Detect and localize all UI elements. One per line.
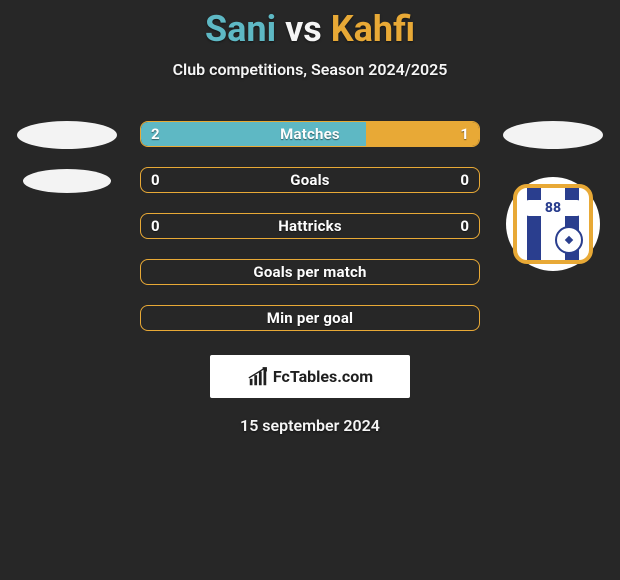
snapshot-date: 15 september 2024 bbox=[0, 416, 620, 435]
attribution-text: FcTables.com bbox=[273, 367, 373, 386]
stat-value-p1: 2 bbox=[151, 122, 160, 146]
badge-ball-icon bbox=[555, 226, 583, 254]
player2-column: 88 bbox=[498, 121, 608, 271]
title-vs: vs bbox=[285, 8, 322, 50]
stat-row: 21Matches bbox=[140, 121, 480, 147]
player2-name: Kahfi bbox=[331, 8, 415, 50]
stat-label: Goals per match bbox=[141, 260, 479, 284]
badge-stripe bbox=[527, 188, 541, 260]
player1-column bbox=[12, 121, 122, 193]
player1-club-placeholder bbox=[23, 169, 111, 193]
page-title: Sani vs Kahfi bbox=[0, 0, 620, 50]
subtitle: Club competitions, Season 2024/2025 bbox=[0, 60, 620, 79]
player2-club-badge: 88 bbox=[506, 177, 600, 271]
stat-segment-p1 bbox=[141, 122, 366, 146]
player1-avatar-placeholder bbox=[17, 121, 117, 149]
stat-row: Goals per match bbox=[140, 259, 480, 285]
player2-avatar-placeholder bbox=[503, 121, 603, 149]
attribution-badge: FcTables.com bbox=[210, 355, 410, 398]
chart-icon bbox=[247, 366, 269, 388]
stat-bars: 21Matches00Goals00HattricksGoals per mat… bbox=[140, 121, 480, 331]
stat-label: Min per goal bbox=[141, 306, 479, 330]
stat-value-p2: 1 bbox=[460, 122, 469, 146]
stat-row: 0 0Goals bbox=[140, 167, 480, 193]
stat-value-p2: 0 bbox=[460, 214, 469, 238]
stat-value-p1: 0 bbox=[151, 168, 160, 192]
stat-value-p1: 0 bbox=[151, 214, 160, 238]
player1-name: Sani bbox=[205, 8, 276, 50]
badge-number: 88 bbox=[525, 200, 581, 216]
stat-row: Min per goal bbox=[140, 305, 480, 331]
club-badge-shield: 88 bbox=[513, 184, 593, 264]
stat-label: Hattricks bbox=[141, 214, 479, 238]
stat-row: 0 0Hattricks bbox=[140, 213, 480, 239]
stat-value-p2: 0 bbox=[460, 168, 469, 192]
stats-panel: 21Matches00Goals00HattricksGoals per mat… bbox=[0, 121, 620, 331]
stat-label: Goals bbox=[141, 168, 479, 192]
